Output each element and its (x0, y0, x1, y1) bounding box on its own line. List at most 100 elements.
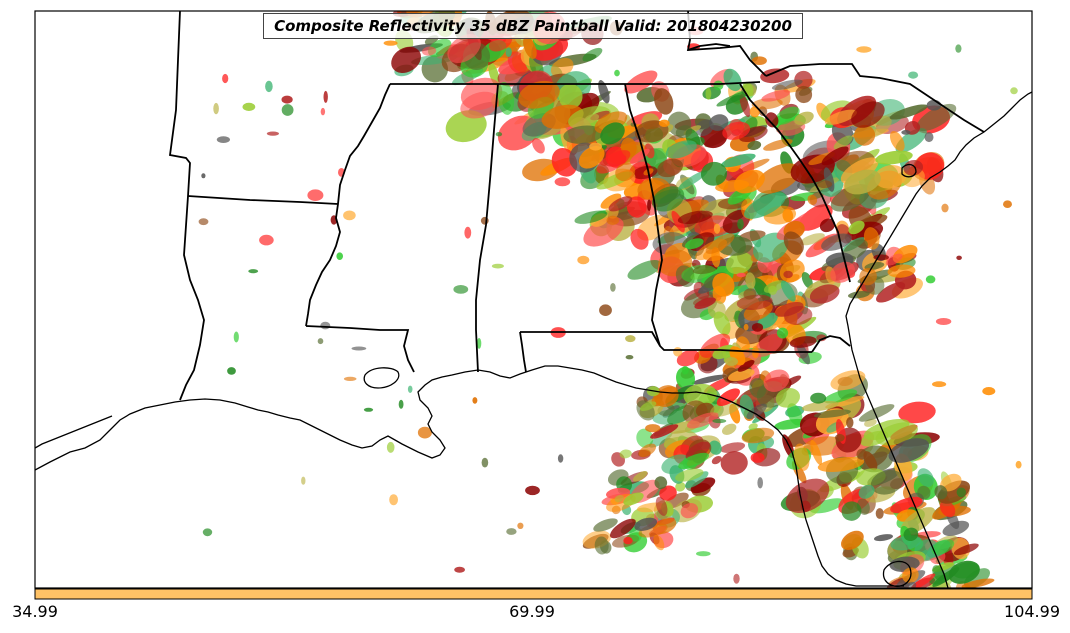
reflectivity-blob (532, 138, 545, 154)
reflectivity-blob (898, 401, 936, 424)
reflectivity-blob (848, 220, 865, 235)
reflectivity-blob (650, 424, 679, 439)
reflectivity-blob (624, 70, 658, 94)
reflectivity-cell (1010, 87, 1018, 95)
reflectivity-blob (558, 83, 583, 109)
reflectivity-blob (574, 210, 608, 224)
reflectivity-cell (681, 365, 689, 375)
reflectivity-blob (608, 196, 633, 212)
reflectivity-cell (1003, 200, 1012, 208)
reflectivity-blob (600, 193, 622, 209)
colorbar-tick-mid: 69.99 (509, 602, 555, 621)
reflectivity-cell (873, 254, 889, 261)
reflectivity-cell (307, 189, 324, 201)
reflectivity-blob (756, 163, 800, 194)
reflectivity-blob (619, 449, 632, 459)
reflectivity-blob (824, 109, 857, 125)
reflectivity-blob (753, 232, 789, 263)
reflectivity-blob (615, 163, 636, 182)
reflectivity-cell (320, 107, 326, 116)
reflectivity-blob (749, 106, 760, 118)
reflectivity-blob (823, 389, 858, 404)
reflectivity-blob (629, 148, 650, 164)
reflectivity-blob (890, 496, 923, 514)
reflectivity-blob (671, 210, 685, 233)
reflectivity-cell (713, 80, 724, 91)
reflectivity-blob (749, 378, 767, 399)
reflectivity-blob (630, 228, 649, 250)
reflectivity-cell (389, 494, 398, 506)
reflectivity-cell (227, 367, 236, 375)
reflectivity-cell (363, 407, 374, 412)
reflectivity-blob (870, 469, 904, 495)
reflectivity-cell (935, 318, 952, 325)
reflectivity-blob (518, 80, 560, 109)
reflectivity-cell (696, 551, 711, 557)
reflectivity-cell (453, 285, 469, 294)
reflectivity-blob (636, 428, 654, 448)
reflectivity-blob (651, 386, 678, 407)
reflectivity-cell (265, 80, 273, 93)
border-tx-la (168, 11, 205, 401)
reflectivity-blob (447, 34, 481, 64)
reflectivity-blob (716, 90, 751, 107)
reflectivity-cell (398, 399, 404, 409)
reflectivity-cell (736, 272, 746, 278)
reflectivity-blob (887, 264, 916, 278)
reflectivity-blob (563, 125, 604, 144)
border-tn-nc (686, 11, 767, 77)
reflectivity-cell (216, 136, 230, 144)
reflectivity-blob (488, 62, 500, 86)
reflectivity-blob (676, 349, 700, 367)
border-al-fl (520, 331, 812, 353)
reflectivity-blob (708, 440, 722, 455)
reflectivity-cell (751, 323, 764, 332)
reflectivity-blob (942, 520, 970, 537)
reflectivity-blob (598, 80, 610, 104)
reflectivity-blob (654, 88, 674, 115)
reflectivity-cell (737, 218, 744, 230)
reflectivity-cell (751, 56, 767, 65)
reflectivity-cell (317, 338, 324, 345)
reflectivity-cell (941, 203, 949, 213)
reflectivity-blob (634, 517, 658, 531)
reflectivity-cell (343, 376, 357, 381)
reflectivity-blob (632, 470, 648, 482)
reflectivity-blob (885, 253, 903, 266)
lake-outline (363, 367, 400, 389)
reflectivity-blob (796, 342, 810, 365)
reflectivity-blob (809, 284, 840, 304)
reflectivity-cell (846, 417, 854, 429)
reflectivity-blob (726, 252, 753, 275)
louisiana-delta (35, 415, 113, 449)
reflectivity-cell (383, 40, 398, 46)
reflectivity-blob (761, 89, 791, 102)
reflectivity-blob (917, 485, 931, 500)
reflectivity-cell (281, 95, 293, 104)
reflectivity-blob (676, 366, 695, 390)
border-nc-sc (765, 63, 985, 133)
reflectivity-blob (801, 400, 839, 412)
reflectivity-cell (491, 263, 504, 269)
reflectivity-blob (684, 471, 709, 489)
reflectivity-blob (594, 536, 609, 555)
reflectivity-blob (655, 496, 668, 516)
reflectivity-blob (931, 539, 955, 555)
map-title: Composite Reflectivity 35 dBZ Paintball … (274, 17, 792, 35)
reflectivity-blob (694, 297, 716, 309)
reflectivity-blob (720, 442, 746, 453)
reflectivity-cell (464, 226, 472, 239)
reflectivity-blob (497, 81, 515, 115)
reflectivity-cell (517, 522, 524, 529)
reflectivity-blob (736, 294, 773, 310)
reflectivity-blob (743, 288, 757, 300)
reflectivity-cell (768, 285, 778, 295)
reflectivity-blob (634, 120, 669, 143)
reflectivity-blob (657, 158, 683, 178)
reflectivity-blob (830, 370, 866, 391)
reflectivity-blob (875, 150, 913, 165)
reflectivity-blob (744, 192, 786, 219)
reflectivity-cell (856, 46, 872, 53)
reflectivity-blob (917, 468, 934, 487)
reflectivity-blob (821, 146, 849, 166)
